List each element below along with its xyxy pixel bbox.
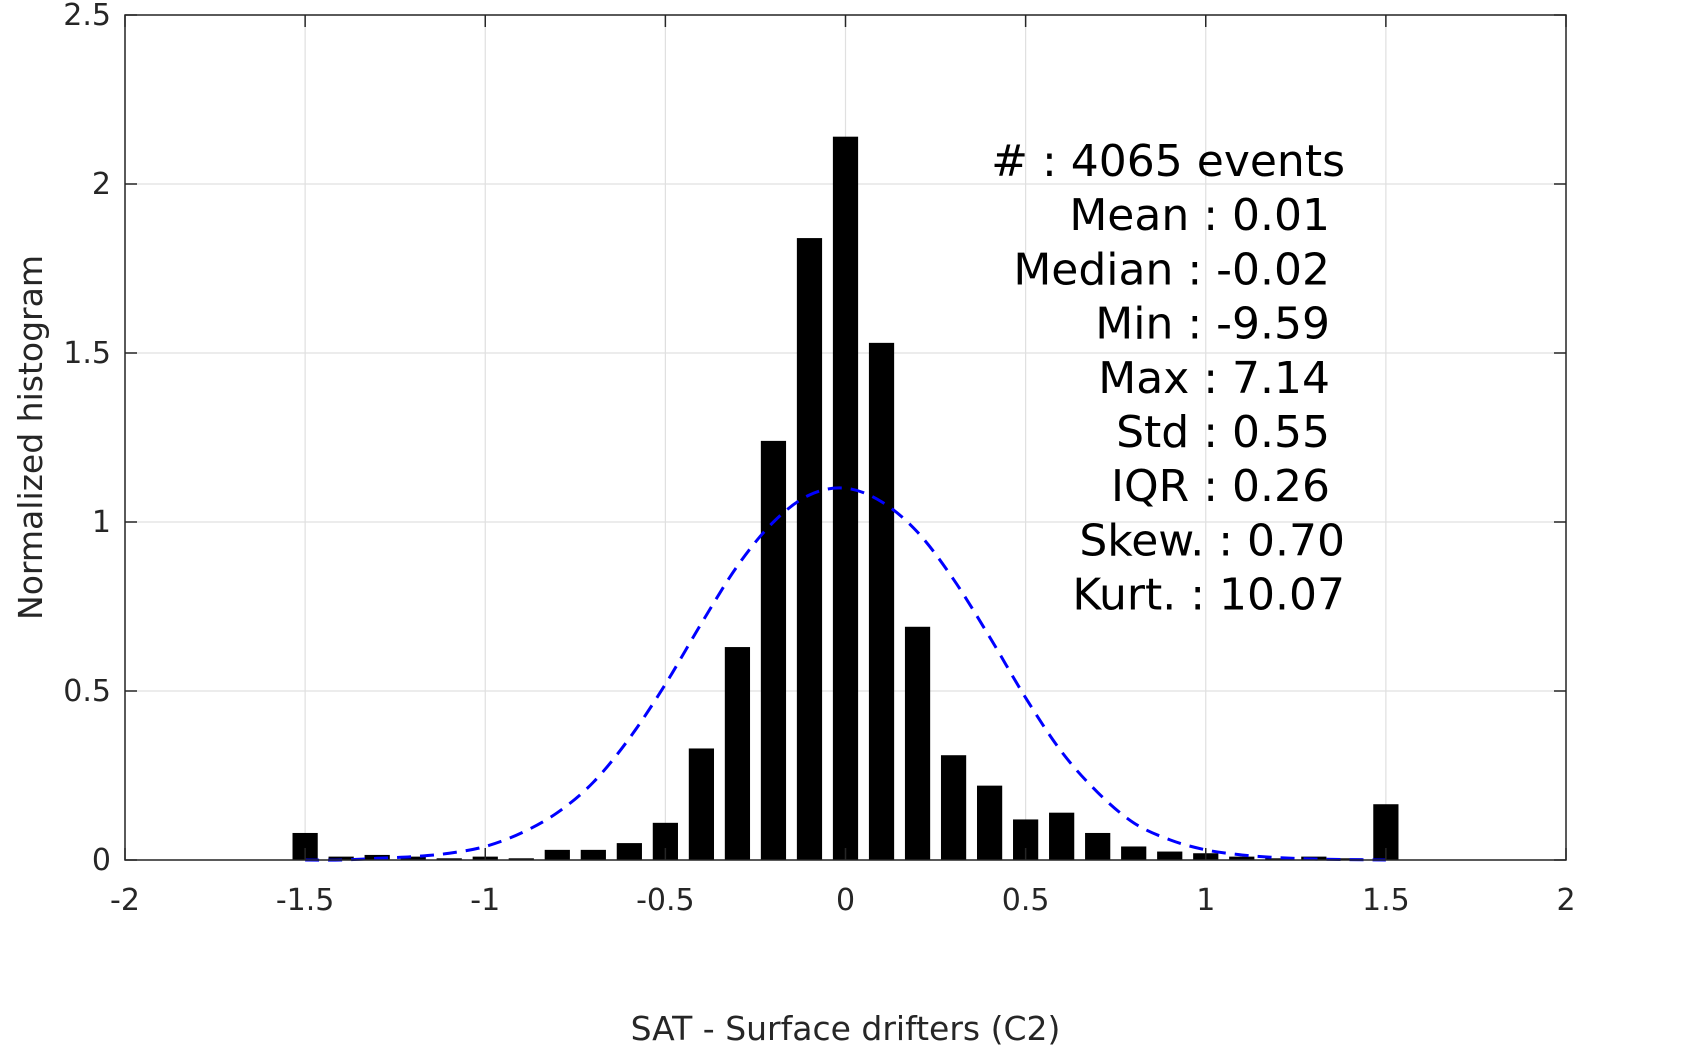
histogram-bar — [400, 856, 426, 860]
histogram-bar — [580, 849, 606, 860]
y-tick-label: 1.5 — [63, 336, 111, 371]
x-tick-label: -0.5 — [636, 883, 695, 918]
histogram-bar — [1085, 832, 1111, 860]
x-tick-label: 2 — [1556, 883, 1575, 918]
histogram-bar — [328, 856, 354, 860]
stats-annotation: # : 4065 events Mean : 0.01 Median : -0.… — [991, 136, 1345, 621]
histogram-bar — [616, 843, 642, 860]
stats-line-kurt: Kurt. : 10.07 — [1072, 570, 1345, 621]
histogram-bar — [868, 342, 895, 860]
x-tick-label: 0 — [836, 883, 855, 918]
x-tick-labels: -2 -1.5 -1 -0.5 0 0.5 1 1.5 2 — [110, 883, 1576, 918]
x-tick-label: 0.5 — [1002, 883, 1050, 918]
y-tick-label: 1 — [92, 505, 111, 540]
axis-ticks — [124, 14, 1567, 861]
histogram-bar — [1049, 812, 1075, 860]
stats-line-min: Min : -9.59 — [1095, 299, 1330, 350]
stats-line-skew: Skew. : 0.70 — [1079, 515, 1345, 566]
y-tick-label: 2.5 — [63, 0, 111, 33]
stats-line-median: Median : -0.02 — [1013, 244, 1330, 295]
x-axis-title: SAT - Surface drifters (C2) — [631, 1009, 1061, 1048]
histogram-bar — [1229, 856, 1255, 860]
stats-line-max: Max : 7.14 — [1098, 353, 1330, 404]
histogram-bar — [940, 755, 967, 860]
histogram-bar — [724, 647, 751, 860]
histogram-bar — [760, 440, 787, 860]
histogram-bar — [832, 136, 859, 860]
histogram-bar — [1121, 846, 1147, 860]
x-tick-label: 1.5 — [1362, 883, 1410, 918]
histogram-bar — [976, 785, 1003, 860]
y-axis-title: Normalized histogram — [11, 255, 50, 620]
y-tick-label: 0.5 — [63, 674, 111, 709]
stats-line-events: # : 4065 events — [991, 136, 1345, 187]
stats-line-iqr: IQR : 0.26 — [1111, 461, 1330, 512]
histogram-bar — [1157, 851, 1183, 860]
x-tick-label: -2 — [110, 883, 140, 918]
histogram-bar — [544, 849, 570, 860]
y-tick-label: 2 — [92, 167, 111, 202]
y-tick-labels: 0 0.5 1 1.5 2 2.5 — [63, 0, 111, 878]
x-tick-label: -1 — [470, 883, 500, 918]
histogram-bar — [1265, 858, 1291, 860]
stats-line-mean: Mean : 0.01 — [1069, 190, 1330, 241]
y-tick-label: 0 — [92, 843, 111, 878]
stats-line-std: Std : 0.55 — [1116, 407, 1330, 458]
bars — [292, 136, 1399, 860]
histogram-bar — [688, 748, 715, 860]
x-tick-label: -1.5 — [276, 883, 335, 918]
histogram-bar — [796, 238, 823, 860]
x-tick-label: 1 — [1196, 883, 1215, 918]
histogram-bar — [508, 858, 534, 860]
histogram-bar — [436, 858, 462, 860]
histogram-bar — [904, 626, 931, 860]
